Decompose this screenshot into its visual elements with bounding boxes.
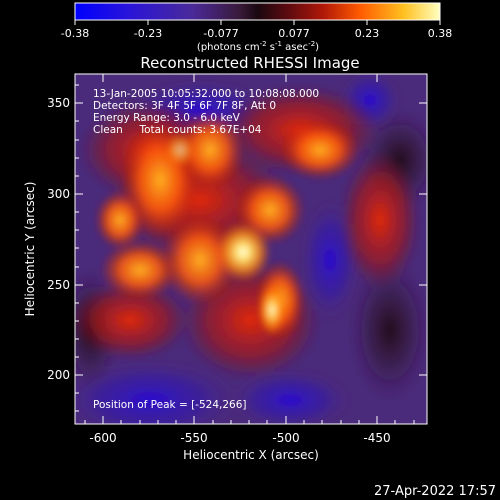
y-tick-label: 300	[47, 187, 70, 201]
y-tick-label: 350	[47, 96, 70, 110]
colorbar-tick: -0.38	[61, 27, 89, 40]
colorbar-tick: 0.077	[278, 27, 310, 40]
colorbar: -0.38 -0.23 -0.077 0.077 0.23 0.38 (phot…	[61, 2, 453, 53]
info-overlay: 13-Jan-2005 10:05:32.000 to 10:08:08.000…	[93, 88, 319, 411]
y-tick-label: 250	[47, 278, 70, 292]
colorbar-tick: -0.077	[203, 27, 238, 40]
x-axis-label: Heliocentric X (arcsec)	[183, 448, 319, 462]
colorbar-tick: 0.23	[355, 27, 380, 40]
info-detectors: Detectors: 3F 4F 5F 6F 7F 8F, Att 0	[93, 100, 276, 112]
x-tick-label: -550	[180, 431, 207, 445]
colorbar-tick: -0.23	[134, 27, 162, 40]
plot-axes: -600 -550 -500 -450 200 250 300 350 Heli…	[23, 73, 428, 462]
colorbar-units: (photons cm-2 s-1 asec-2)	[197, 40, 319, 53]
info-total-counts: Clean Total counts: 3.67E+04	[93, 124, 262, 136]
rhessi-image	[75, 74, 427, 424]
colorbar-tick: 0.38	[428, 27, 453, 40]
x-tick-label: -600	[89, 431, 116, 445]
info-energy-range: Energy Range: 3.0 - 6.0 keV	[93, 112, 241, 124]
x-tick-label: -500	[272, 431, 299, 445]
info-time-range: 13-Jan-2005 10:05:32.000 to 10:08:08.000	[93, 88, 319, 100]
y-tick-label: 200	[47, 368, 70, 382]
page-title: Reconstructed RHESSI Image	[140, 54, 359, 72]
colorbar-gradient	[74, 2, 441, 21]
y-axis-label: Heliocentric Y (arcsec)	[23, 182, 37, 317]
peak-position: Position of Peak = [-524,266]	[93, 399, 247, 411]
x-tick-label: -450	[363, 431, 390, 445]
timestamp: 27-Apr-2022 17:57	[374, 484, 496, 499]
